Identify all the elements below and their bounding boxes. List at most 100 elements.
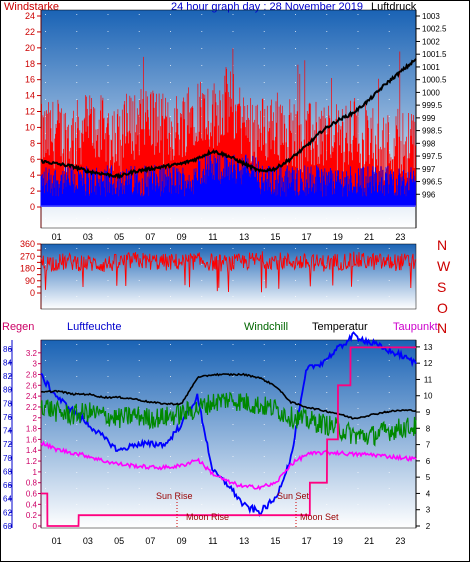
- rain-tick-label: 3.2: [26, 349, 38, 358]
- panel1-right-tick-label: 997: [422, 165, 436, 174]
- humidity-tick-label: 82: [3, 372, 12, 381]
- legend-windchill: Windchill: [244, 321, 288, 333]
- panel1-left-tick-label: 0: [30, 202, 35, 212]
- wind-direction-line: [40, 251, 417, 293]
- panel1-left-tick-label: 18: [25, 59, 35, 69]
- temperature-tick-label: 12: [424, 359, 433, 368]
- temperature-line: [40, 372, 417, 420]
- rain-tick-label: 1: [33, 468, 38, 477]
- direction-letter: N: [437, 320, 447, 336]
- rain-tick-label: 0.2: [26, 511, 38, 520]
- humidity-tick-label: 76: [3, 413, 12, 422]
- panel1-right-tick-label: 996.5: [422, 178, 443, 187]
- panel2-frame: [40, 243, 417, 310]
- panel2-left-tick-label: 270: [20, 251, 35, 261]
- humidity-tick-label: 60: [3, 522, 12, 531]
- panel3-hour-label: 01: [52, 536, 62, 546]
- direction-letter: W: [437, 258, 451, 274]
- panel1-right-tick-label: 1001.5: [422, 50, 447, 59]
- humidity-tick-label: 66: [3, 481, 12, 490]
- panel3-hour-label: 15: [270, 536, 280, 546]
- humidity-tick-label: 86: [3, 345, 12, 354]
- panel1-left-tick-label: 8: [30, 138, 35, 148]
- temperature-tick-label: 9: [426, 408, 431, 417]
- panel1-right-tick-label: 1001: [422, 63, 440, 72]
- panel1-hour-label: 03: [83, 232, 93, 242]
- panel2-left-tick-label: 180: [20, 264, 35, 274]
- panel2-left-tick-label: 90: [25, 276, 35, 286]
- panel1-right-tick-label: 1000.5: [422, 76, 447, 85]
- panel1-right-tick-label: 996: [422, 190, 436, 199]
- humidity-line: [40, 331, 417, 517]
- rain-tick-label: 2.6: [26, 381, 38, 390]
- panel3-hour-label: 09: [177, 536, 187, 546]
- panel1-left-tick-label: 4: [30, 170, 35, 180]
- rain-tick-label: 0.6: [26, 490, 38, 499]
- rain-tick-label: 3: [33, 360, 38, 369]
- header-right-title: Luftdruck: [371, 1, 417, 13]
- humidity-tick-label: 74: [3, 427, 12, 436]
- panel1-right-tick-label: 997.5: [422, 152, 443, 161]
- rain-tick-label: 0.4: [26, 500, 38, 509]
- panel1-hour-label: 23: [395, 232, 405, 242]
- moon-set-label: Moon Set: [300, 512, 339, 522]
- legend-luftfeuchte: Luftfeuchte: [67, 321, 121, 333]
- wind-base-bars: [40, 153, 416, 207]
- panel1-right-tick-label: 999: [422, 114, 436, 123]
- rain-tick-label: 2: [33, 414, 38, 423]
- humidity-tick-label: 62: [3, 508, 12, 517]
- rain-tick-label: 2.2: [26, 403, 38, 412]
- temperature-tick-label: 3: [426, 506, 431, 515]
- panel1-hour-label: 21: [364, 232, 374, 242]
- panel3-hour-label: 17: [302, 536, 312, 546]
- panel1-hour-label: 05: [114, 232, 124, 242]
- panel1-hour-label: 13: [239, 232, 249, 242]
- humidity-tick-label: 80: [3, 386, 12, 395]
- panel1-right-tick-label: 998: [422, 139, 436, 148]
- panel3-hour-label: 21: [364, 536, 374, 546]
- panel1-left-tick-label: 22: [25, 27, 35, 37]
- humidity-tick-label: 84: [3, 358, 12, 367]
- panel1-left-tick-label: 6: [30, 154, 35, 164]
- panel1-left-tick-label: 24: [25, 11, 35, 21]
- panel1-hour-label: 19: [333, 232, 343, 242]
- sun-set-label: Sun Set: [277, 491, 310, 501]
- panel3-hour-label: 03: [83, 536, 93, 546]
- panel1-right-tick-label: 999.5: [422, 101, 443, 110]
- panel1-right-tick-label: 1000: [422, 88, 440, 97]
- panel3-hour-label: 19: [333, 536, 343, 546]
- humidity-tick-label: 72: [3, 440, 12, 449]
- temperature-tick-label: 6: [426, 457, 431, 466]
- panel1-right-tick-label: 1003: [422, 12, 440, 21]
- temperature-tick-label: 2: [426, 522, 431, 531]
- panel2-left-tick-label: 0: [30, 288, 35, 298]
- panel1-frame: [40, 9, 417, 229]
- panel1-hour-label: 17: [302, 232, 312, 242]
- panel1-left-tick-label: 14: [25, 91, 35, 101]
- direction-letter: O: [437, 300, 448, 316]
- moon-rise-label: Moon Rise: [186, 512, 229, 522]
- panel3-hour-label: 11: [208, 536, 217, 546]
- legend-regen: Regen: [2, 321, 34, 333]
- rain-tick-label: 0: [33, 522, 38, 531]
- header-center-title: 24 hour graph day : 28 November 2019: [171, 1, 363, 13]
- humidity-tick-label: 78: [3, 399, 12, 408]
- wind-base-fade: [41, 205, 416, 207]
- panel1-right-tick-label: 1002.5: [422, 25, 447, 34]
- sun-rise-label: Sun Rise: [156, 491, 193, 501]
- panel3-hour-label: 05: [114, 536, 124, 546]
- temperature-tick-label: 10: [424, 392, 433, 401]
- panel3-frame: [40, 339, 417, 529]
- rain-tick-label: 2.8: [26, 370, 38, 379]
- panel1-right-tick-label: 1002: [422, 37, 440, 46]
- rain-tick-label: 1.8: [26, 425, 38, 434]
- rain-line: [41, 346, 416, 527]
- temperature-tick-label: 11: [424, 375, 433, 384]
- rain-tick-label: 1.4: [26, 446, 38, 455]
- temperature-tick-label: 13: [424, 343, 433, 352]
- panel1-hour-label: 01: [52, 232, 62, 242]
- panel1-left-tick-label: 10: [25, 122, 35, 132]
